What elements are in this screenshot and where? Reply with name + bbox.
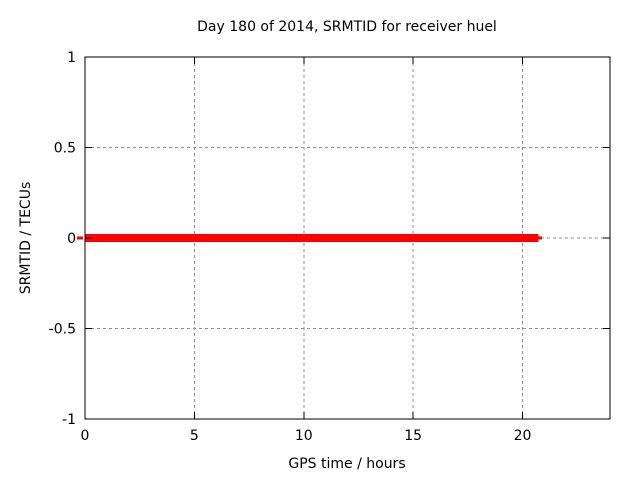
x-tick-label-10: 10 (295, 428, 313, 444)
y-tick-label--1: -1 (62, 412, 76, 428)
y-tick-label-0: 0 (67, 231, 76, 247)
plot-border (84, 56, 611, 420)
y-tick-label-0.5: 0.5 (54, 141, 76, 157)
x-tick-label-0: 0 (81, 428, 90, 444)
chart-title: Day 180 of 2014, SRMTID for receiver hue… (197, 19, 497, 35)
y-tick-label-1: 1 (67, 50, 76, 66)
x-axis-label: GPS time / hours (288, 456, 405, 472)
x-tick-label-15: 15 (404, 428, 422, 444)
x-tick-label-5: 5 (190, 428, 199, 444)
y-axis-label: SRMTID / TECUs (18, 182, 34, 295)
x-tick-label-20: 20 (514, 428, 532, 444)
tick-label-layer: 0 5 10 15 20 -1 -0.5 0 0.5 1 (49, 50, 532, 444)
y-tick-label--0.5: -0.5 (49, 322, 76, 338)
